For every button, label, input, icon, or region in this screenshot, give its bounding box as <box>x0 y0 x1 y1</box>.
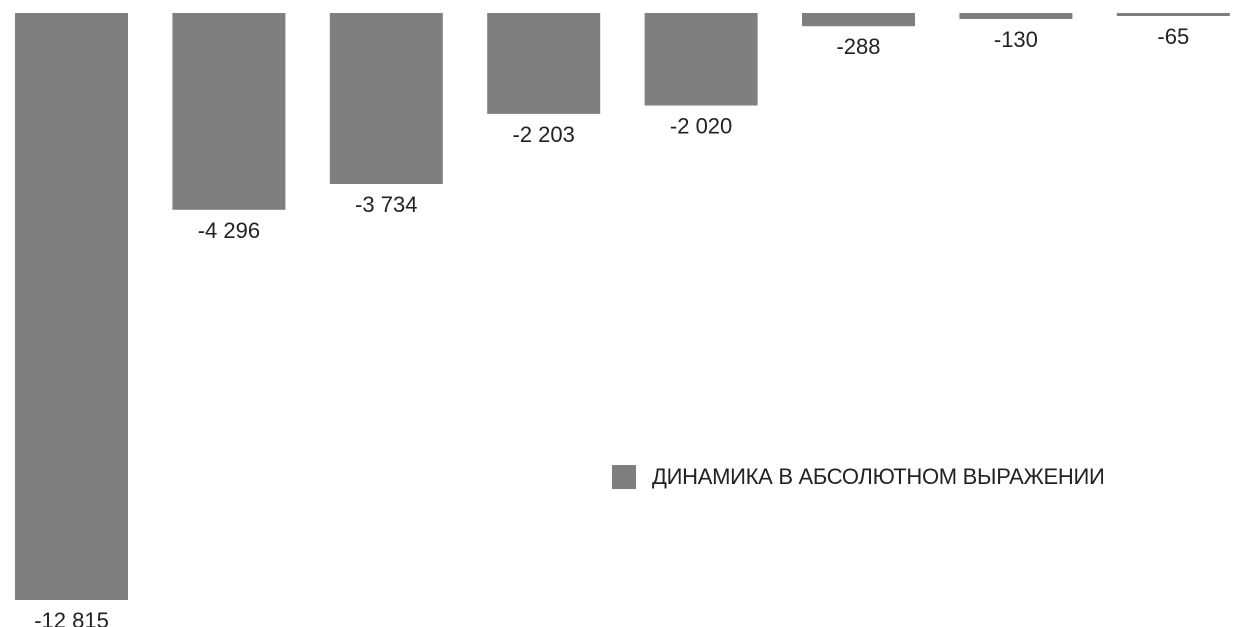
data-label: -130 <box>994 27 1038 52</box>
bars-group <box>15 13 1230 600</box>
bar <box>802 13 915 27</box>
bar <box>959 13 1073 19</box>
bar <box>15 13 128 600</box>
data-labels-group: -12 815 -4 296 -3 734 -2 203 -2 020 -288 -130 -… <box>34 24 1189 627</box>
data-label: -2 203 <box>513 122 575 147</box>
data-label: -65 <box>1157 24 1189 49</box>
bar <box>487 13 601 114</box>
data-label: -4 296 <box>198 218 260 243</box>
legend-swatch <box>612 465 636 489</box>
bar <box>644 13 758 106</box>
data-label: -3 734 <box>355 192 417 217</box>
data-label: -2 020 <box>670 114 732 139</box>
bar <box>172 13 286 210</box>
data-label: -288 <box>836 34 880 59</box>
data-label: -12 815 <box>34 608 109 627</box>
legend: ДИНАМИКА В АБСОЛЮТНОМ ВЫРАЖЕНИИ <box>612 464 1105 490</box>
legend-label: ДИНАМИКА В АБСОЛЮТНОМ ВЫРАЖЕНИИ <box>652 464 1105 489</box>
bar <box>329 13 443 184</box>
bar <box>1116 13 1230 16</box>
